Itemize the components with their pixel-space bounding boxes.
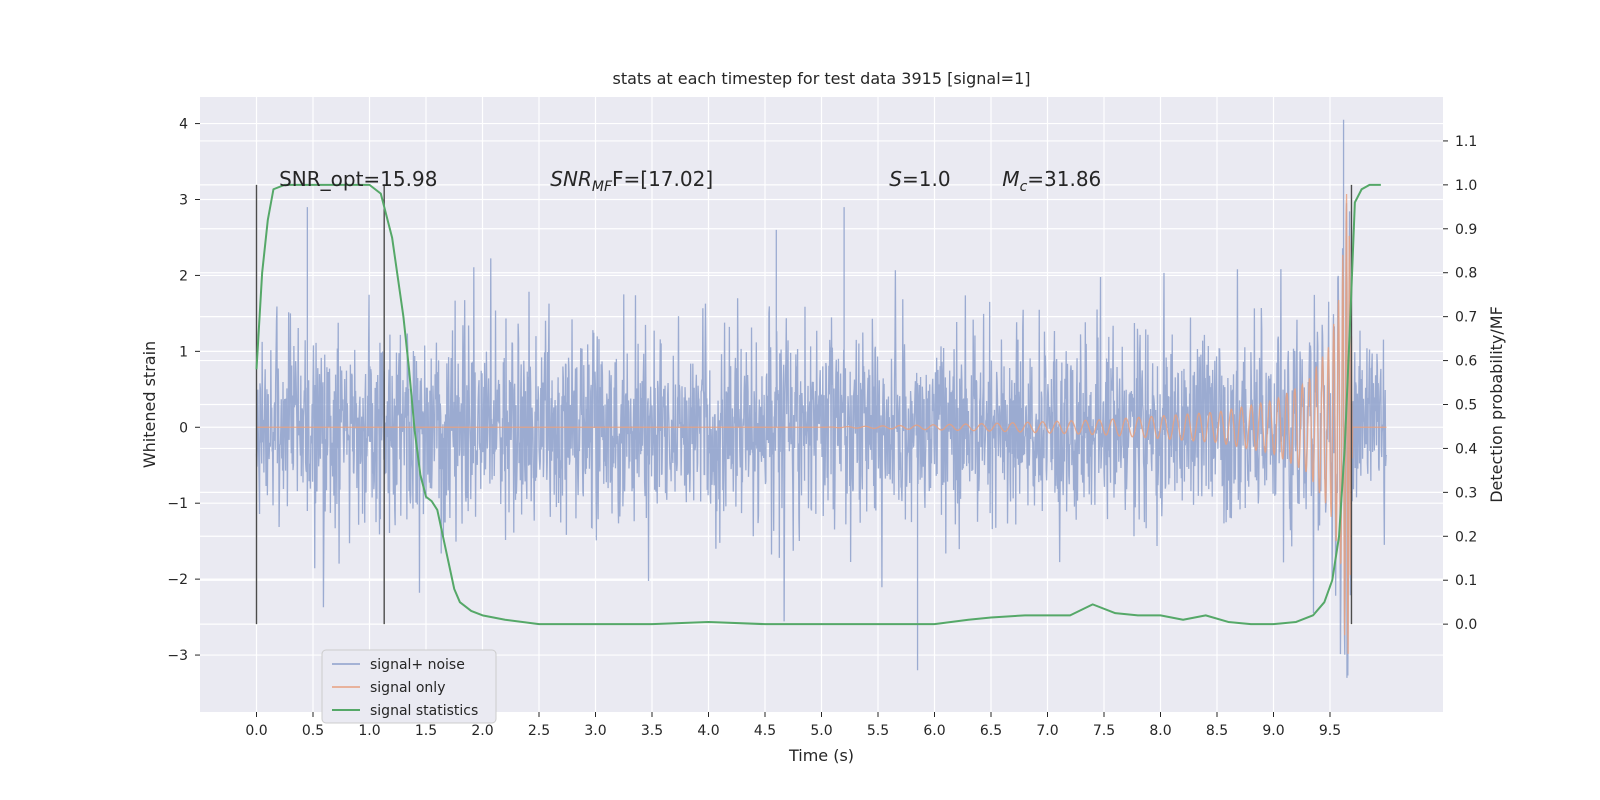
y-tick-label: 4 xyxy=(179,117,188,133)
y2-axis-label: Detection probability/MF xyxy=(1487,306,1506,503)
legend-label-signal-plus-noise: signal+ noise xyxy=(370,657,465,673)
y2-tick-label: 0.6 xyxy=(1455,354,1477,370)
legend-label-signal-statistics: signal statistics xyxy=(370,703,478,719)
annotation-snr-mf-sub: MF xyxy=(592,179,613,195)
y-tick-label: 0 xyxy=(179,420,188,436)
x-tick-label: 6.5 xyxy=(980,723,1002,739)
annotation-s: S=1.0 xyxy=(889,167,950,191)
series-signal-only xyxy=(256,193,1387,654)
y2-tick-label: 1.0 xyxy=(1455,178,1477,194)
x-tick-label: 2.0 xyxy=(471,723,493,739)
annotation-snr-mf-label: SNR xyxy=(550,167,592,191)
x-tick-label: 9.0 xyxy=(1262,723,1284,739)
legend: signal+ noise signal only signal statist… xyxy=(321,649,497,724)
annotation-mc-sub: c xyxy=(1020,179,1028,195)
y2-tick-label: 0.5 xyxy=(1455,398,1477,414)
x-tick-label: 1.5 xyxy=(415,723,437,739)
annotation-mc-label: M xyxy=(1002,167,1019,191)
y2-tick-label: 0.7 xyxy=(1455,310,1477,326)
x-tick-label: 3.5 xyxy=(641,723,663,739)
y-tick-label: 3 xyxy=(179,193,188,209)
y-tick-label: −3 xyxy=(167,648,188,664)
x-tick-label: 7.5 xyxy=(1093,723,1115,739)
signal-only-line xyxy=(256,193,1387,654)
x-tick-label: 4.0 xyxy=(697,723,719,739)
grid xyxy=(200,97,1443,712)
annotation-mc: Mc=31.86 xyxy=(1002,167,1101,195)
annotation-s-label: S xyxy=(889,167,902,191)
y2-tick-label: 0.3 xyxy=(1455,485,1477,501)
y2-tick-label: 0.1 xyxy=(1455,573,1477,589)
annotation-s-value: =1.0 xyxy=(902,167,951,191)
annotation-snr-mf: SNRMFF=[17.02] xyxy=(550,167,713,195)
y-tick-label: 1 xyxy=(179,344,188,360)
x-tick-label: 6.0 xyxy=(923,723,945,739)
y2-tick-label: 0.8 xyxy=(1455,266,1477,282)
y-tick-label: −2 xyxy=(167,572,188,588)
y2-tick-label: 0.4 xyxy=(1455,441,1477,457)
y2-tick-label: 1.1 xyxy=(1455,134,1477,150)
legend-box xyxy=(321,649,497,724)
x-tick-label: 8.0 xyxy=(1149,723,1171,739)
series-signal-statistics xyxy=(255,183,1381,626)
x-tick-label: 9.5 xyxy=(1319,723,1341,739)
y-axis-label: Whitened strain xyxy=(140,341,159,468)
series-signal-plus-noise xyxy=(255,119,1388,678)
signal-plus-noise-line xyxy=(255,119,1388,678)
y2-tick-label: 0.2 xyxy=(1455,529,1477,545)
y-tick-label: 2 xyxy=(179,268,188,284)
x-tick-label: 5.5 xyxy=(867,723,889,739)
x-tick-label: 4.5 xyxy=(754,723,776,739)
x-tick-label: 3.0 xyxy=(584,723,606,739)
x-tick-label: 1.0 xyxy=(358,723,380,739)
annotation-snr-opt: SNR_opt=15.98 xyxy=(279,167,437,191)
annotation-snr-mf-value: F=[17.02] xyxy=(612,167,713,191)
y-tick-label: −1 xyxy=(167,496,188,512)
x-tick-label: 0.5 xyxy=(302,723,324,739)
chart-title: stats at each timestep for test data 391… xyxy=(612,69,1030,88)
signal-statistics-line xyxy=(255,183,1381,626)
ticks: 0.0 0.5 1.0 1.5 2.0 2.5 3.0 3.5 4.0 4.5 5.0 5.5 6.0 6… xyxy=(167,117,1477,739)
annotations: SNR_opt=15.98 SNRMFF=[17.02] S=1.0 Mc=31… xyxy=(279,167,1101,195)
x-tick-label: 8.5 xyxy=(1206,723,1228,739)
annotation-mc-value: =31.86 xyxy=(1027,167,1101,191)
x-axis-label: Time (s) xyxy=(788,746,854,765)
x-tick-label: 5.0 xyxy=(810,723,832,739)
y2-tick-label: 0.9 xyxy=(1455,222,1477,238)
y2-tick-label: 0.0 xyxy=(1455,617,1477,633)
legend-label-signal-only: signal only xyxy=(370,680,445,696)
x-tick-label: 2.5 xyxy=(528,723,550,739)
vertical-markers xyxy=(255,184,1353,625)
x-tick-label: 7.0 xyxy=(1036,723,1058,739)
x-tick-label: 0.0 xyxy=(245,723,267,739)
